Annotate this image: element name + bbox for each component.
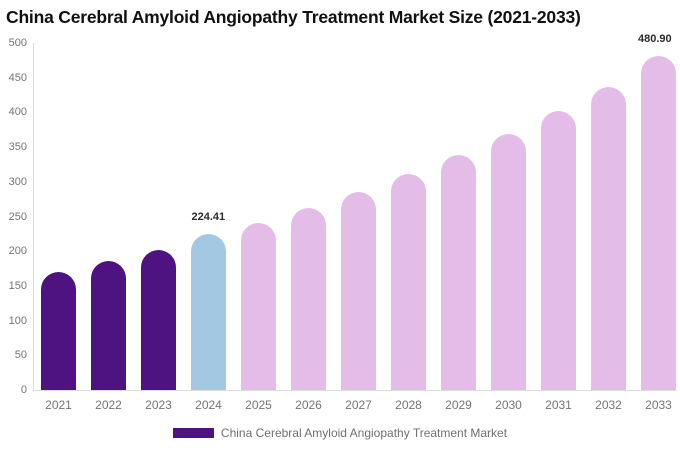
x-tick-label-2024: 2024 xyxy=(195,398,222,412)
bar-2028[interactable] xyxy=(391,173,426,390)
bar-2031[interactable] xyxy=(541,111,576,390)
x-tick-label-2027: 2027 xyxy=(345,398,372,412)
y-tick-label-50: 50 xyxy=(14,349,27,362)
bar-2033[interactable] xyxy=(641,56,676,390)
x-axis-line xyxy=(33,390,677,391)
x-tick-label-2029: 2029 xyxy=(445,398,472,412)
value-label-2024: 224.41 xyxy=(191,211,226,224)
bar-2021[interactable] xyxy=(41,272,76,390)
bar-2022[interactable] xyxy=(91,260,126,390)
bar-2032[interactable] xyxy=(591,86,626,390)
x-tick-label-2031: 2031 xyxy=(545,398,572,412)
y-tick-label-0: 0 xyxy=(20,384,27,396)
y-tick-label-350: 350 xyxy=(8,141,27,154)
bar-2025[interactable] xyxy=(241,222,276,390)
legend-swatch xyxy=(172,428,214,438)
bar-2023[interactable] xyxy=(141,249,176,390)
y-axis-line xyxy=(33,43,34,390)
y-tick-label-200: 200 xyxy=(8,245,27,258)
y-tick-label-100: 100 xyxy=(8,314,27,327)
x-tick-label-2033: 2033 xyxy=(645,398,672,412)
x-tick-label-2023: 2023 xyxy=(145,398,172,412)
x-tick-label-2030: 2030 xyxy=(495,398,522,412)
bar-2030[interactable] xyxy=(491,133,526,390)
y-tick-label-250: 250 xyxy=(8,210,27,223)
x-tick-label-2028: 2028 xyxy=(395,398,422,412)
bar-2024[interactable] xyxy=(191,234,226,390)
chart-title: China Cerebral Amyloid Angiopathy Treatm… xyxy=(6,7,581,27)
y-tick-label-450: 450 xyxy=(8,71,27,84)
x-tick-label-2032: 2032 xyxy=(595,398,622,412)
legend-label: China Cerebral Amyloid Angiopathy Treatm… xyxy=(220,426,508,440)
x-tick-label-2026: 2026 xyxy=(295,398,322,412)
x-tick-label-2021: 2021 xyxy=(45,398,72,412)
y-tick-label-300: 300 xyxy=(8,175,27,188)
y-tick-label-150: 150 xyxy=(8,279,27,292)
bar-2027[interactable] xyxy=(341,191,376,390)
x-tick-label-2022: 2022 xyxy=(95,398,122,412)
x-tick-label-2025: 2025 xyxy=(245,398,272,412)
bar-2029[interactable] xyxy=(441,154,476,390)
legend[interactable]: China Cerebral Amyloid Angiopathy Treatm… xyxy=(0,426,680,440)
bar-2026[interactable] xyxy=(291,208,326,390)
y-tick-label-500: 500 xyxy=(8,37,27,49)
y-tick-label-400: 400 xyxy=(8,106,27,119)
value-label-2033: 480.90 xyxy=(638,33,672,46)
